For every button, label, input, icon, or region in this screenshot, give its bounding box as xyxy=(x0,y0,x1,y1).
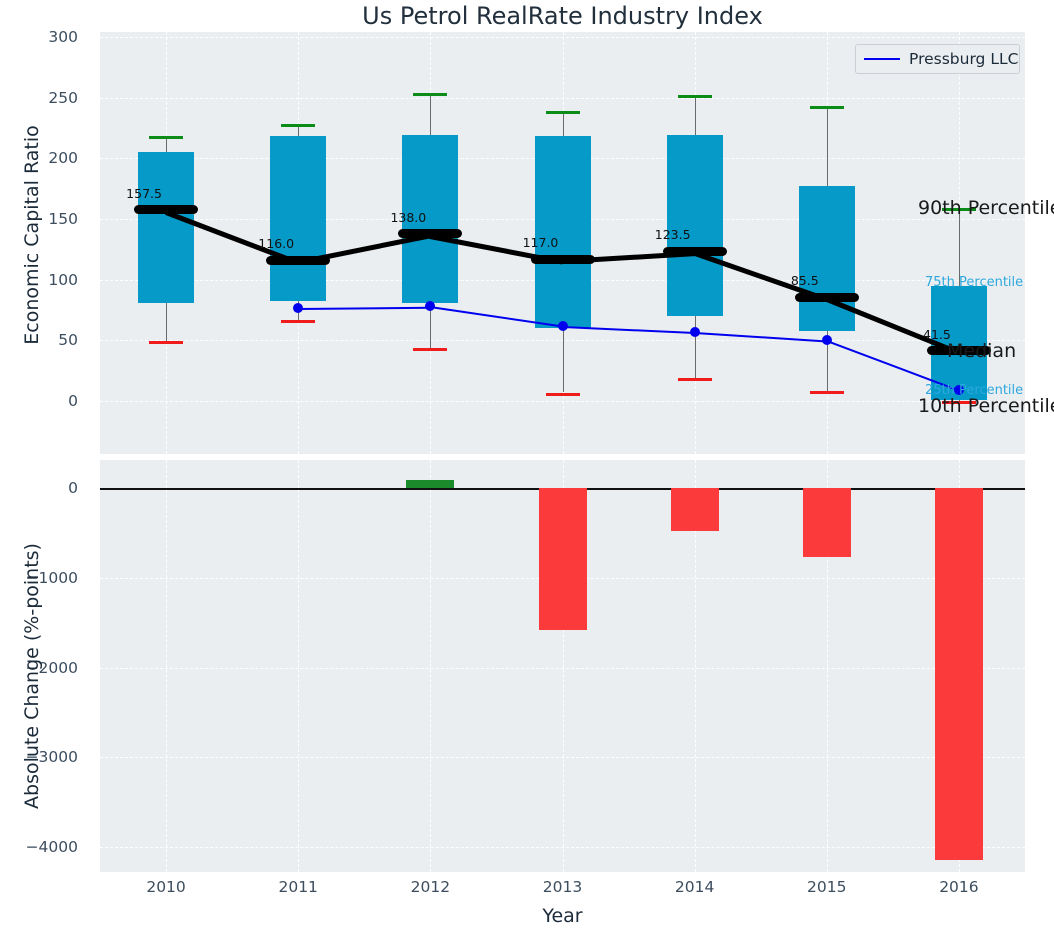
change-bar-2012 xyxy=(406,479,455,488)
p90-cap xyxy=(941,208,976,212)
p10-cap xyxy=(281,320,316,324)
y-tick-label: −2000 xyxy=(25,658,78,677)
median-marker xyxy=(398,229,463,239)
p10-cap xyxy=(677,377,712,381)
box-p25-p75 xyxy=(270,136,327,302)
change-bar-2014 xyxy=(670,488,719,532)
box-p25-p75 xyxy=(402,135,459,303)
x-tick-label-2013: 2013 xyxy=(542,878,583,896)
legend-label-pressburg: Pressburg LLC xyxy=(909,50,1019,68)
median-value-label: 85.5 xyxy=(790,273,819,289)
company-data-point xyxy=(425,301,436,312)
y-tick-label: 0 xyxy=(68,392,78,410)
bottom-panel-y-axis: 0 −1000 −2000 −3000 −4000 xyxy=(0,460,88,872)
y-tick-label: 200 xyxy=(48,149,78,168)
company-data-point xyxy=(689,326,700,337)
median-marker xyxy=(266,255,331,265)
p10-cap xyxy=(149,340,184,344)
box-p25-p75 xyxy=(138,152,195,303)
median-value-label: 41.5 xyxy=(923,326,951,342)
median-marker xyxy=(662,246,727,256)
y-tick-label: 0 xyxy=(68,479,78,497)
y-tick-label: 50 xyxy=(58,331,78,350)
x-tick-label-2010: 2010 xyxy=(146,878,186,896)
bottom-panel-y-axis-label: Absolute Change (%-points) xyxy=(21,543,43,809)
company-line-segment xyxy=(298,306,431,310)
y-tick-label: 300 xyxy=(48,28,78,46)
y-tick-label: 100 xyxy=(48,270,78,289)
annotation-25th-percentile: 25th Percentile xyxy=(925,382,1024,398)
p10-cap xyxy=(941,401,976,404)
company-data-point xyxy=(293,302,304,313)
median-marker xyxy=(794,292,859,302)
company-line-segment xyxy=(562,325,695,335)
grid-line-vertical xyxy=(166,460,168,872)
box-p25-p75 xyxy=(534,136,591,329)
company-data-point xyxy=(821,335,832,346)
y-tick-label: −3000 xyxy=(25,748,78,767)
annotation-90th-percentile: 90th Percentile xyxy=(918,197,1054,220)
median-marker xyxy=(134,205,199,215)
x-tick-label-2014: 2014 xyxy=(674,878,715,896)
top-panel-y-axis-label: Economic Capital Ratio xyxy=(21,125,43,345)
median-marker xyxy=(926,346,991,356)
median-value-label: 117.0 xyxy=(522,235,559,251)
median-value-label: 116.0 xyxy=(258,236,295,252)
p10-cap xyxy=(413,347,448,351)
median-value-label: 123.5 xyxy=(654,227,691,243)
p10-cap xyxy=(809,391,844,395)
y-tick-label: 150 xyxy=(48,210,78,228)
x-tick-label-2015: 2015 xyxy=(807,878,847,896)
median-value-label: 157.5 xyxy=(126,185,162,201)
bottom-panel-plot-area xyxy=(100,460,1025,872)
median-marker xyxy=(530,254,595,264)
box-p25-p75 xyxy=(666,135,723,317)
chart-title: Us Petrol RealRate Industry Index xyxy=(362,2,763,30)
grid-line-vertical xyxy=(694,460,696,872)
grid-line-vertical xyxy=(430,460,432,872)
y-tick-label: −1000 xyxy=(25,568,78,587)
p90-cap xyxy=(809,106,844,110)
top-panel-y-axis: 0 50 100 150 200 250 300 xyxy=(0,28,88,454)
change-bar-2016 xyxy=(934,488,983,861)
top-panel-plot-area: 157.5 116.0 138.0 117.0 123.5 85.5 41.5 xyxy=(100,32,1025,454)
x-tick-label-2016: 2016 xyxy=(939,878,979,896)
median-value-label: 138.0 xyxy=(390,209,427,225)
change-bar-2015 xyxy=(802,488,851,558)
grid-line-vertical xyxy=(298,460,300,872)
grid-line-vertical xyxy=(562,460,564,872)
annotation-75th-percentile: 75th Percentile xyxy=(925,274,1024,290)
x-axis-label: Year xyxy=(542,905,583,927)
y-tick-label: −4000 xyxy=(25,838,78,856)
p10-cap xyxy=(545,392,580,396)
p90-cap xyxy=(677,95,712,99)
change-bar-2013 xyxy=(538,488,587,630)
p90-cap xyxy=(149,136,184,140)
x-tick-label-2011: 2011 xyxy=(278,878,318,896)
company-data-point xyxy=(557,320,568,331)
p90-cap xyxy=(545,111,580,114)
annotation-median: Median xyxy=(947,339,1017,362)
y-tick-label: 250 xyxy=(48,88,78,107)
annotation-10th-percentile: 10th Percentile xyxy=(918,394,1054,417)
legend-line-swatch xyxy=(864,58,900,60)
grid-line-vertical xyxy=(826,460,828,872)
legend: Pressburg LLC xyxy=(855,44,1020,74)
x-tick-label-2012: 2012 xyxy=(410,878,451,896)
company-data-point xyxy=(953,385,964,396)
p90-cap xyxy=(413,92,448,96)
p90-cap xyxy=(281,124,316,128)
